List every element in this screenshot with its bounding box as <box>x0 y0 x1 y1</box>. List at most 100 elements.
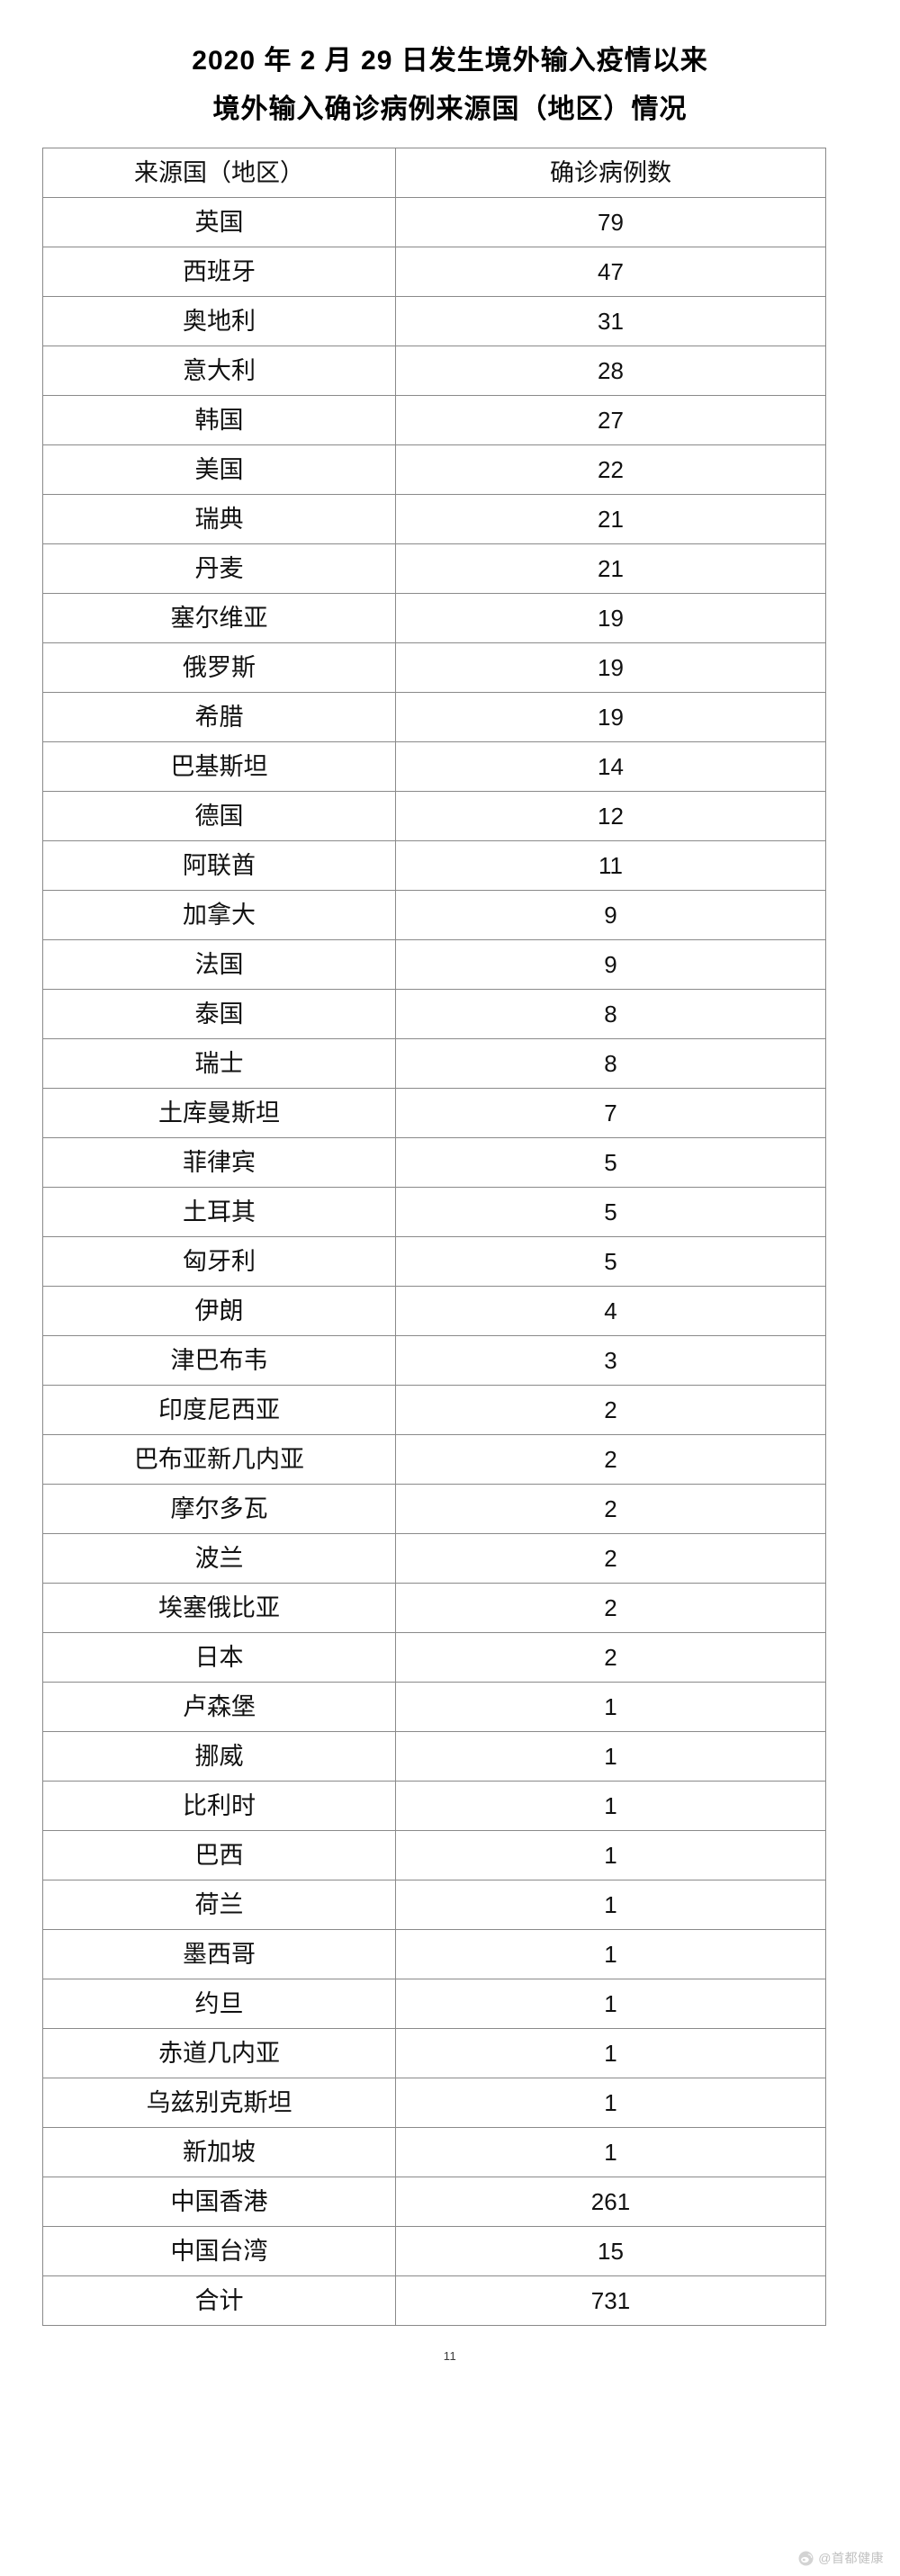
table-body: 英国 79 西班牙 47 奥地利 31 意大利 28 韩国 27 美国 22 瑞典 21 丹麦 21 塞尔维亚 1… <box>42 197 826 2326</box>
table-row: 印度尼西亚 2 <box>42 1385 826 1435</box>
cell-country: 卢森堡 <box>42 1682 396 1732</box>
table-row: 卢森堡 1 <box>42 1682 826 1732</box>
table-row: 塞尔维亚 19 <box>42 593 826 643</box>
cell-count: 19 <box>395 593 826 643</box>
table-row: 挪威 1 <box>42 1731 826 1782</box>
cell-count: 21 <box>395 543 826 594</box>
cell-country: 加拿大 <box>42 890 396 940</box>
cell-count: 2 <box>395 1533 826 1584</box>
cell-country: 德国 <box>42 791 396 841</box>
cell-country: 西班牙 <box>42 247 396 297</box>
cell-count: 2 <box>395 1632 826 1683</box>
table-row: 阿联酋 11 <box>42 840 826 891</box>
table-row: 巴西 1 <box>42 1830 826 1880</box>
table-row: 伊朗 4 <box>42 1286 826 1336</box>
cell-count: 2 <box>395 1583 826 1633</box>
cell-country: 伊朗 <box>42 1286 396 1336</box>
cell-country: 土库曼斯坦 <box>42 1088 396 1138</box>
table-row: 中国香港 261 <box>42 2177 826 2227</box>
cell-country: 津巴布韦 <box>42 1335 396 1386</box>
cell-count: 2 <box>395 1385 826 1435</box>
cell-country: 法国 <box>42 939 396 990</box>
table-row: 约旦 1 <box>42 1979 826 2029</box>
table-head: 来源国（地区） 确诊病例数 <box>42 148 826 198</box>
table-row: 匈牙利 5 <box>42 1236 826 1287</box>
table-row: 美国 22 <box>42 444 826 495</box>
cell-count: 28 <box>395 346 826 396</box>
table-row: 比利时 1 <box>42 1781 826 1831</box>
cell-country: 比利时 <box>42 1781 396 1831</box>
cell-country: 埃塞俄比亚 <box>42 1583 396 1633</box>
cell-country: 巴西 <box>42 1830 396 1880</box>
cell-count: 22 <box>395 444 826 495</box>
table-row: 瑞典 21 <box>42 494 826 544</box>
cell-count: 1 <box>395 2028 826 2078</box>
cell-country: 中国香港 <box>42 2177 396 2227</box>
table-row: 菲律宾 5 <box>42 1137 826 1188</box>
cell-count: 1 <box>395 1781 826 1831</box>
table-row: 法国 9 <box>42 939 826 990</box>
table-row: 巴布亚新几内亚 2 <box>42 1434 826 1485</box>
cell-count: 79 <box>395 197 826 247</box>
cell-count: 5 <box>395 1187 826 1237</box>
cell-count: 2 <box>395 1484 826 1534</box>
cell-country: 意大利 <box>42 346 396 396</box>
cell-count: 11 <box>395 840 826 891</box>
table-row: 荷兰 1 <box>42 1880 826 1930</box>
column-header-count: 确诊病例数 <box>395 148 826 198</box>
table-row: 德国 12 <box>42 791 826 841</box>
table-row: 俄罗斯 19 <box>42 642 826 693</box>
cell-count: 8 <box>395 989 826 1039</box>
table-row: 乌兹别克斯坦 1 <box>42 2078 826 2128</box>
table-container: 来源国（地区） 确诊病例数 英国 79 西班牙 47 奥地利 31 意大利 28 韩国 27 美国 2… <box>0 148 900 2326</box>
column-header-country: 来源国（地区） <box>42 148 396 198</box>
cell-count: 31 <box>395 296 826 346</box>
cell-country: 赤道几内亚 <box>42 2028 396 2078</box>
cell-country: 挪威 <box>42 1731 396 1782</box>
table-row: 希腊 19 <box>42 692 826 742</box>
table-row: 加拿大 9 <box>42 890 826 940</box>
cell-country: 英国 <box>42 197 396 247</box>
cell-count: 1 <box>395 2127 826 2177</box>
cell-country: 新加坡 <box>42 2127 396 2177</box>
cell-count: 27 <box>395 395 826 445</box>
cell-count: 731 <box>395 2275 826 2326</box>
table-row: 韩国 27 <box>42 395 826 445</box>
page-number: 11 <box>443 2349 457 2363</box>
table-row: 埃塞俄比亚 2 <box>42 1583 826 1633</box>
table-row: 奥地利 31 <box>42 296 826 346</box>
table-row: 丹麦 21 <box>42 543 826 594</box>
table-row: 赤道几内亚 1 <box>42 2028 826 2078</box>
cell-count: 21 <box>395 494 826 544</box>
table-row: 土库曼斯坦 7 <box>42 1088 826 1138</box>
cell-count: 261 <box>395 2177 826 2227</box>
table-row: 新加坡 1 <box>42 2127 826 2177</box>
cell-country: 合计 <box>42 2275 396 2326</box>
watermark: @首都健康 <box>798 2549 884 2567</box>
table-row: 土耳其 5 <box>42 1187 826 1237</box>
cell-count: 9 <box>395 890 826 940</box>
cell-count: 12 <box>395 791 826 841</box>
cell-country: 塞尔维亚 <box>42 593 396 643</box>
cell-country: 希腊 <box>42 692 396 742</box>
cell-country: 摩尔多瓦 <box>42 1484 396 1534</box>
table-row: 墨西哥 1 <box>42 1929 826 1979</box>
cell-country: 泰国 <box>42 989 396 1039</box>
cell-count: 5 <box>395 1236 826 1287</box>
cell-count: 19 <box>395 642 826 693</box>
table-row: 英国 79 <box>42 197 826 247</box>
cell-count: 7 <box>395 1088 826 1138</box>
cell-country: 巴基斯坦 <box>42 741 396 792</box>
cell-country: 约旦 <box>42 1979 396 2029</box>
cell-country: 瑞典 <box>42 494 396 544</box>
watermark-label: @首都健康 <box>818 2551 884 2565</box>
cell-country: 美国 <box>42 444 396 495</box>
table-row: 摩尔多瓦 2 <box>42 1484 826 1534</box>
cell-country: 俄罗斯 <box>42 642 396 693</box>
table-header-row: 来源国（地区） 确诊病例数 <box>42 148 826 198</box>
table-row: 瑞士 8 <box>42 1038 826 1089</box>
table-row: 西班牙 47 <box>42 247 826 297</box>
cell-count: 8 <box>395 1038 826 1089</box>
table-row: 日本 2 <box>42 1632 826 1683</box>
cell-country: 瑞士 <box>42 1038 396 1089</box>
